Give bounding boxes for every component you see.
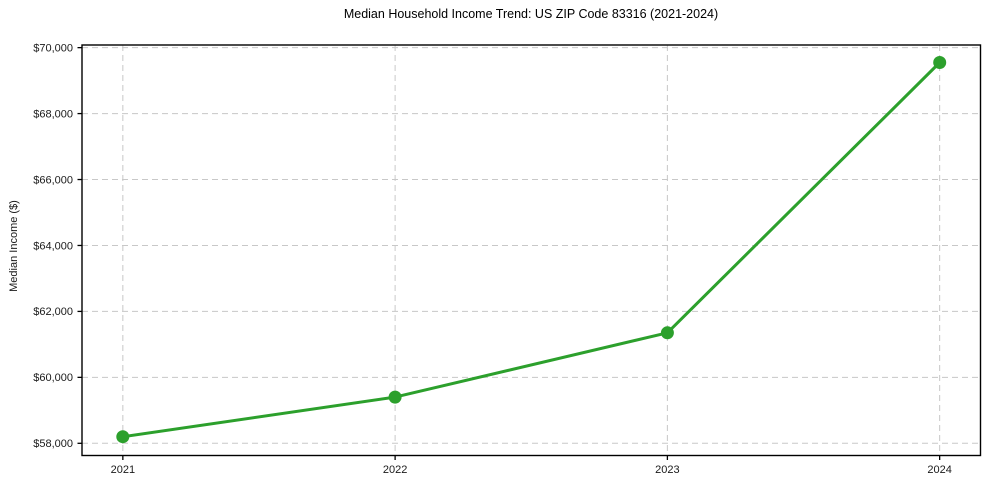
y-axis-label: Median Income ($): [8, 200, 20, 292]
x-tick-label: 2024: [927, 464, 951, 476]
y-tick-label: $60,000: [33, 372, 73, 384]
x-tick-label: 2023: [655, 464, 679, 476]
data-point-2023: [660, 326, 674, 340]
y-tick-label: $64,000: [33, 240, 73, 252]
y-tick-label: $62,000: [33, 306, 73, 318]
x-tick-label: 2021: [111, 464, 135, 476]
data-point-2024: [933, 56, 947, 69]
y-tick-label: $58,000: [33, 438, 73, 450]
plot-border: [81, 44, 982, 457]
data-point-2022: [388, 390, 402, 404]
x-tick-label: 2022: [383, 464, 407, 476]
income-trend-line: [121, 61, 942, 439]
data-point-2021: [116, 430, 130, 444]
y-tick-label: $70,000: [33, 42, 73, 54]
chart-title: Median Household Income Trend: US ZIP Co…: [343, 7, 719, 21]
y-tick-label: $66,000: [33, 174, 73, 186]
y-tick-label: $68,000: [33, 108, 73, 120]
